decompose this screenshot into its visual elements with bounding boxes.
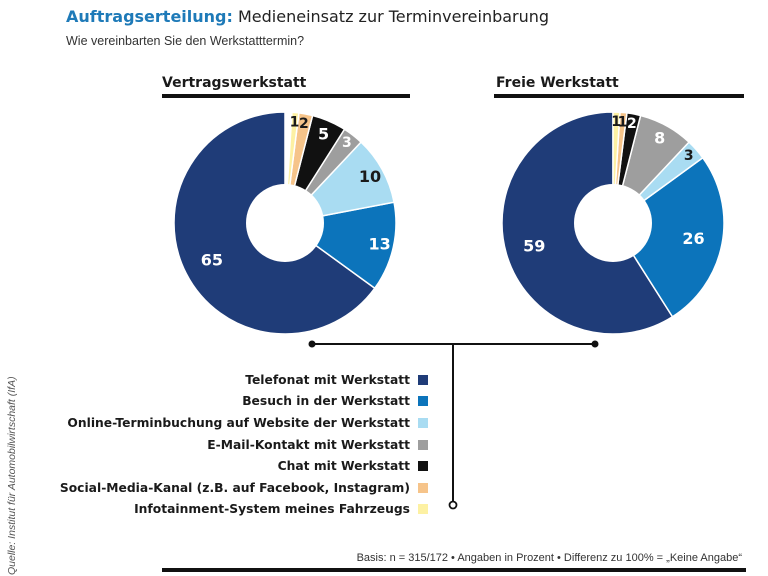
title-accent: Auftragserteilung: — [66, 7, 233, 26]
slice-label: 10 — [359, 167, 381, 186]
donut-title-rule-right — [494, 94, 744, 98]
legend-swatch — [418, 417, 428, 428]
slice-label: 1 — [611, 114, 621, 130]
legend-item: Telefonat mit Werkstatt — [60, 369, 428, 391]
connector-lines — [308, 340, 599, 510]
footer-rule — [162, 568, 746, 572]
legend-item: Besuch in der Werkstatt — [60, 391, 428, 413]
slice-label: 13 — [369, 235, 391, 254]
footer-note: Basis: n = 315/172 • Angaben in Prozent … — [356, 552, 742, 564]
source-note: Quelle: Institut für Automobilwirtschaft… — [6, 376, 18, 575]
slice-label: 2 — [627, 116, 637, 132]
legend-item: Online-Terminbuchung auf Website der Wer… — [60, 412, 428, 434]
slice-label: 1 — [290, 114, 300, 130]
donut-hole — [574, 184, 652, 262]
connector-end-circle — [448, 500, 458, 510]
donut-title-freie-werkstatt: Freie Werkstatt — [496, 75, 619, 91]
slice-label: 3 — [684, 148, 694, 164]
legend-label: Chat mit Werkstatt — [277, 459, 410, 474]
legend-label: Social-Media-Kanal (z.B. auf Facebook, I… — [59, 480, 410, 495]
donut-title-vertragswerkstatt: Vertragswerkstatt — [162, 75, 307, 91]
legend-swatch — [418, 482, 428, 493]
legend-item: Infotainment-System meines Fahrzeugs — [60, 499, 428, 521]
legend-label: E-Mail-Kontakt mit Werkstatt — [207, 437, 410, 452]
slice-label: 3 — [342, 135, 352, 151]
legend-label: Besuch in der Werkstatt — [242, 394, 410, 409]
donut-slice — [611, 156, 725, 318]
slice-label: 2 — [299, 116, 309, 132]
legend-label: Infotainment-System meines Fahrzeugs — [134, 502, 410, 517]
donut-title-rule-left — [162, 94, 410, 98]
legend: Telefonat mit Werkstatt Besuch in der Wer… — [60, 369, 428, 520]
connector-dot-left — [308, 340, 316, 348]
legend-swatch — [418, 461, 428, 472]
slice-label: 5 — [318, 124, 329, 143]
slice-label: 8 — [654, 128, 665, 147]
legend-swatch — [418, 504, 428, 515]
donut-hole — [246, 184, 324, 262]
legend-swatch — [418, 396, 428, 407]
legend-item: Chat mit Werkstatt — [60, 455, 428, 477]
legend-item: Social-Media-Kanal (z.B. auf Facebook, I… — [60, 477, 428, 499]
slice-label: 59 — [523, 236, 545, 255]
slice-label: 65 — [201, 251, 223, 270]
connector-dot-right — [591, 340, 599, 348]
chart-subtitle: Wie vereinbarten Sie den Werkstatttermin… — [66, 34, 305, 48]
legend-item: E-Mail-Kontakt mit Werkstatt — [60, 434, 428, 456]
chart-title: Auftragserteilung: Medieneinsatz zur Ter… — [66, 7, 549, 26]
legend-swatch — [418, 439, 428, 450]
slice-label: 1 — [618, 114, 628, 130]
title-main: Medieneinsatz zur Terminvereinbarung — [237, 7, 550, 26]
legend-label: Online-Terminbuchung auf Website der Wer… — [67, 415, 410, 430]
legend-swatch — [418, 374, 428, 385]
legend-label: Telefonat mit Werkstatt — [245, 372, 410, 387]
donut-freie-werkstatt: 59 26 3 8 211 — [501, 111, 725, 335]
slice-label: 26 — [682, 229, 704, 248]
